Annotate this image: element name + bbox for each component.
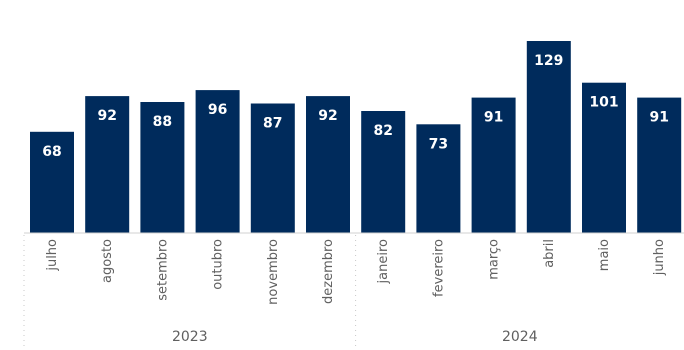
data-label-agosto: 92: [97, 108, 116, 124]
bar-abril: [527, 41, 571, 233]
x-tick-label-janeiro: janeiro: [376, 239, 391, 284]
x-tick-label-março: março: [487, 239, 502, 280]
data-label-maio: 101: [589, 95, 618, 111]
year-label-2024: 2024: [502, 329, 538, 345]
x-tick-label-outubro: outubro: [211, 239, 226, 290]
data-label-julho: 68: [42, 144, 61, 160]
x-tick-label-fevereiro: fevereiro: [431, 239, 446, 297]
x-tick-label-maio: maio: [597, 239, 612, 271]
x-tick-label-novembro: novembro: [266, 239, 281, 305]
x-tick-label-junho: junho: [652, 239, 667, 276]
data-label-abril: 129: [534, 53, 563, 69]
data-label-janeiro: 82: [373, 123, 392, 139]
bars-group: [30, 41, 681, 233]
data-label-novembro: 87: [263, 116, 282, 132]
data-label-outubro: 96: [208, 102, 227, 118]
data-label-março: 91: [484, 110, 503, 126]
x-tick-label-agosto: agosto: [100, 239, 115, 283]
x-tick-labels-group: julho agosto setembro outubro novembro dezemb…: [45, 239, 667, 305]
year-label-2023: 2023: [172, 329, 208, 345]
data-labels-group: 68 92 88 96 87 92 82 73 91 129 101 91: [42, 53, 669, 160]
x-tick-label-setembro: setembro: [155, 239, 170, 301]
data-label-junho: 91: [649, 110, 668, 126]
data-label-fevereiro: 73: [429, 136, 448, 152]
x-tick-label-dezembro: dezembro: [321, 239, 336, 304]
x-tick-label-abril: abril: [542, 239, 557, 268]
x-tick-label-julho: julho: [45, 239, 60, 272]
data-label-dezembro: 92: [318, 108, 337, 124]
data-label-setembro: 88: [153, 114, 172, 130]
